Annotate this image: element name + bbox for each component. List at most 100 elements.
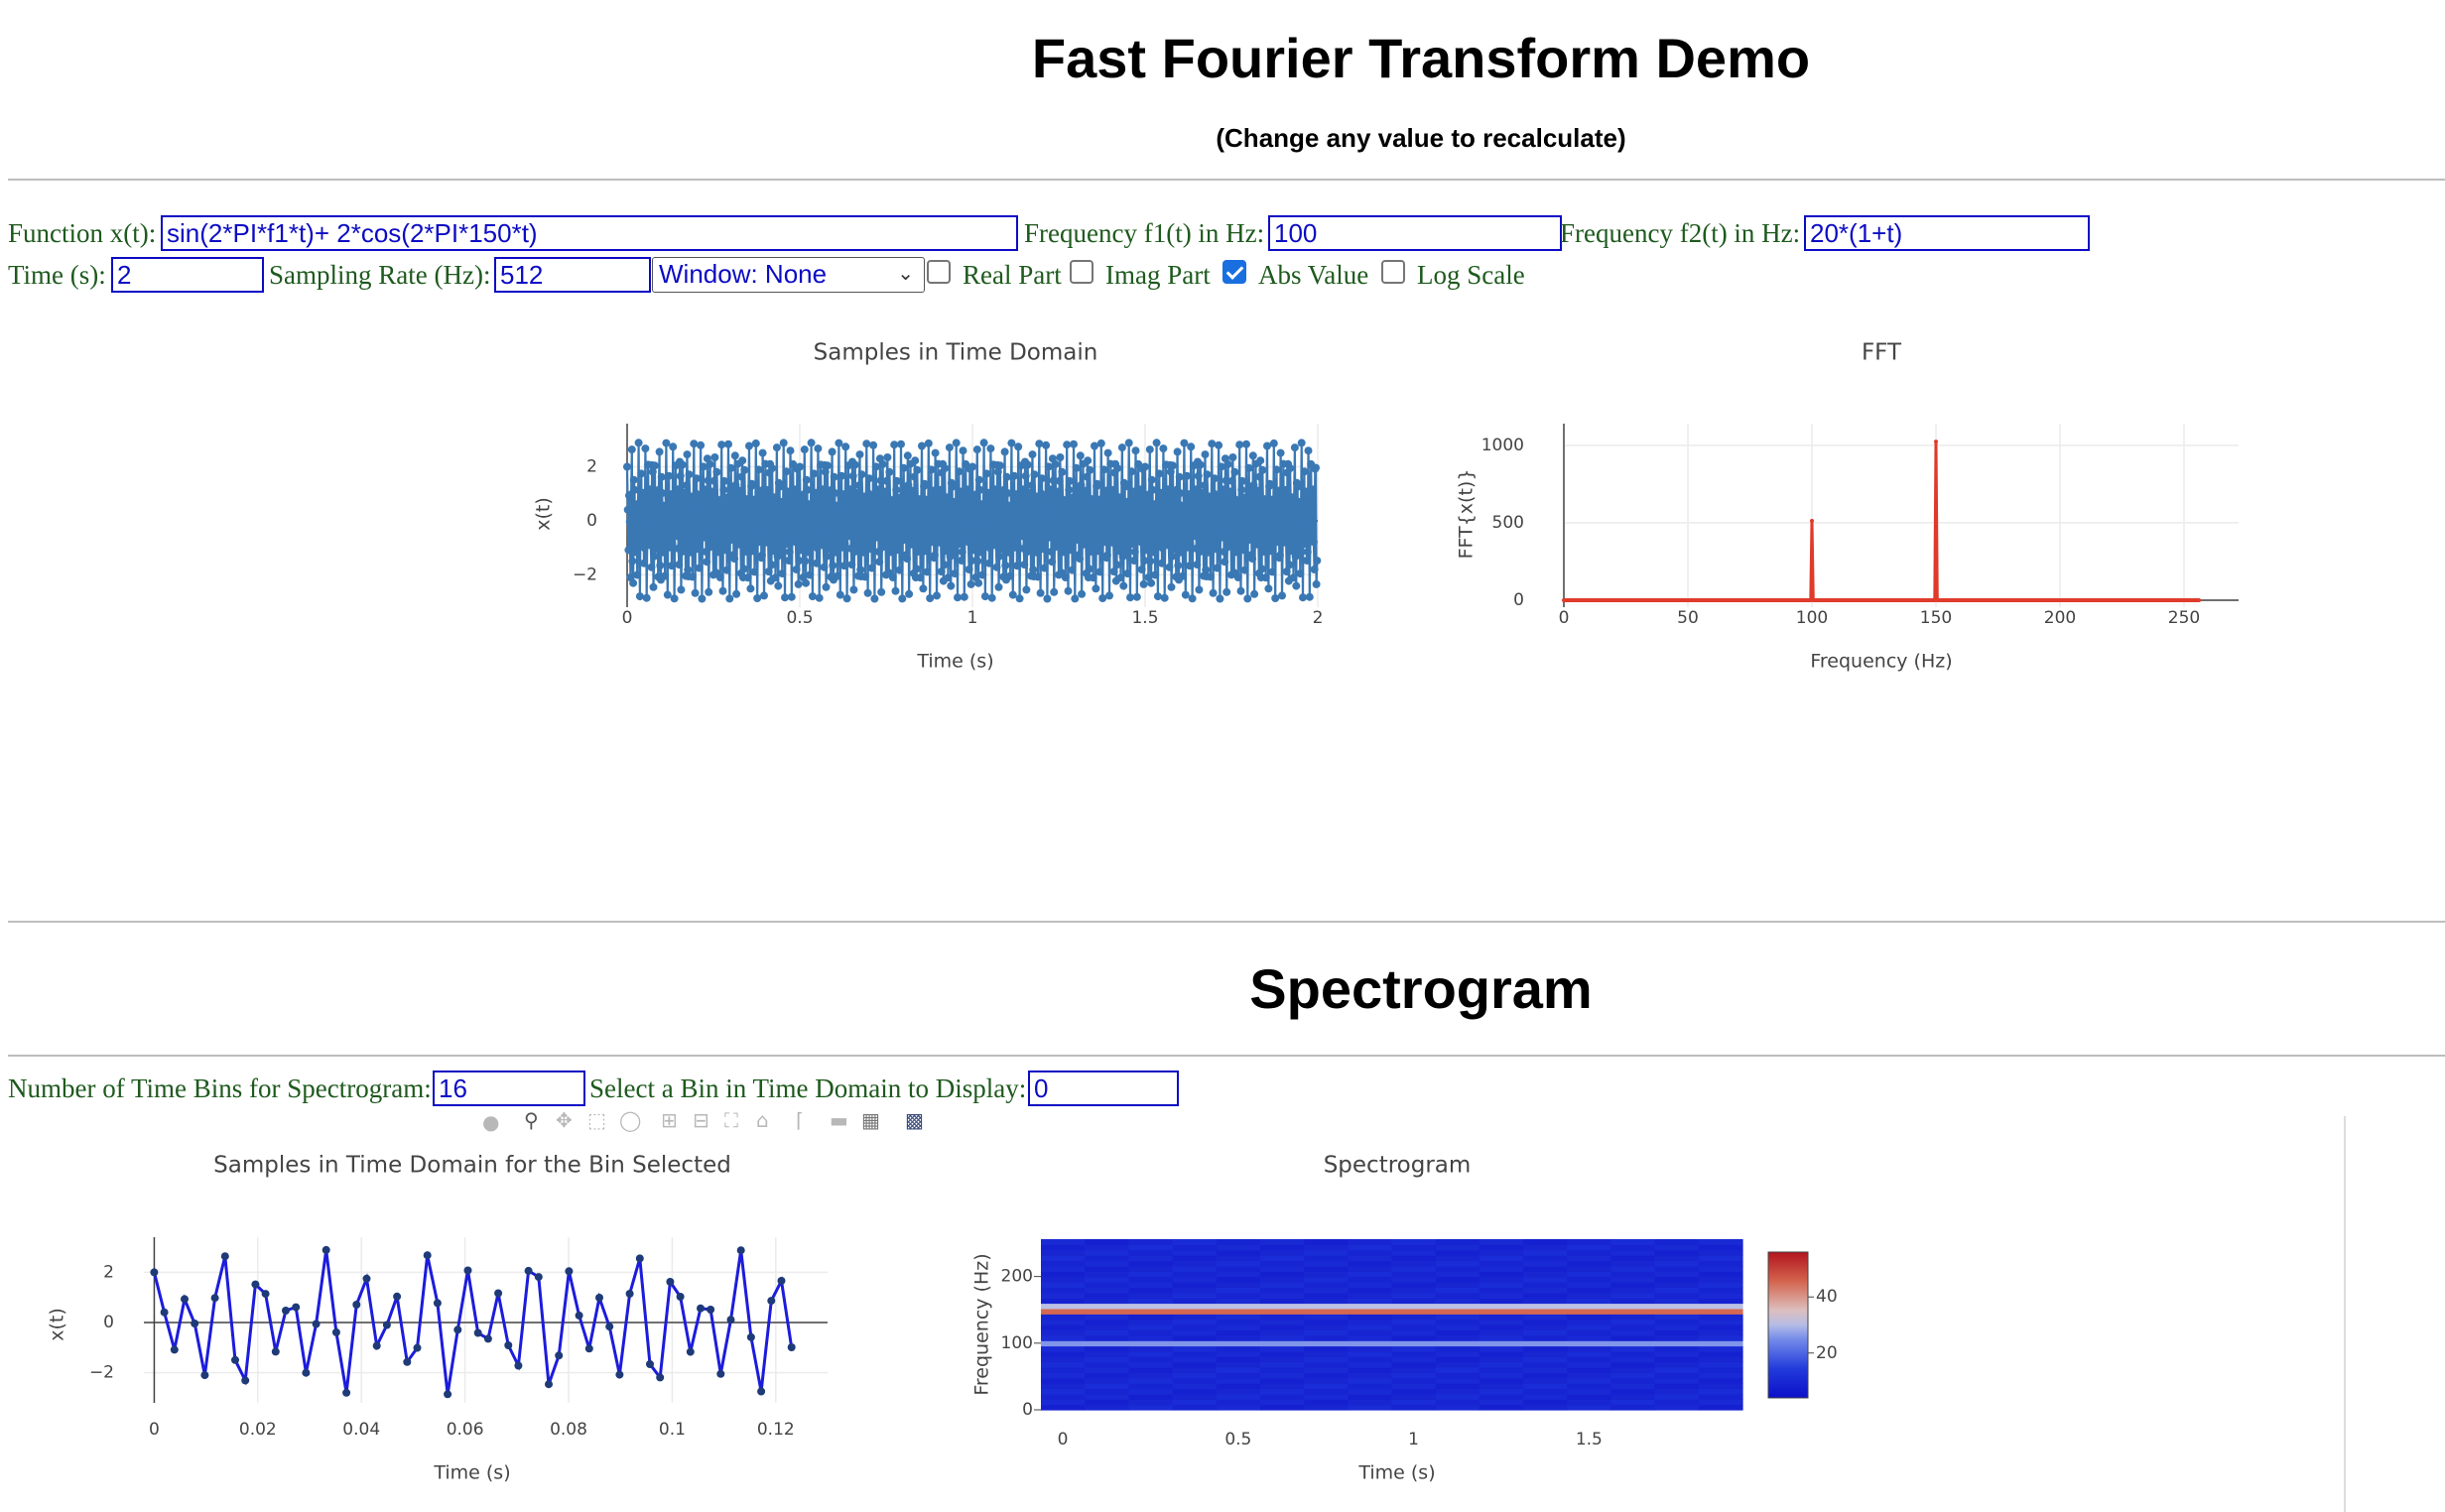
spectrogram-cell <box>1128 1356 1174 1363</box>
spectrogram-chart-x-axis-label: Time (s) <box>1357 1462 1435 1484</box>
zoom-icon[interactable]: ⚲ <box>524 1108 539 1132</box>
spectrogram-cell <box>1435 1319 1480 1325</box>
time-chart-point <box>1098 594 1107 602</box>
home-icon[interactable]: ⌂ <box>756 1108 769 1132</box>
time-chart-point <box>815 593 824 602</box>
spectrogram-cell <box>1172 1367 1218 1373</box>
time-chart-point <box>1250 589 1259 598</box>
select-bin-input[interactable]: 0 <box>1028 1071 1179 1106</box>
spectrogram-cell <box>1567 1350 1612 1357</box>
plotly-logo-icon[interactable]: ▩ <box>905 1108 924 1132</box>
pan-icon[interactable]: ✥ <box>556 1108 573 1132</box>
spectrogram-cell <box>1567 1324 1612 1330</box>
spectrogram-cell <box>1391 1287 1437 1294</box>
time-chart-point <box>746 584 755 593</box>
time-chart-point <box>726 463 735 472</box>
zoom-out-icon[interactable]: ⊟ <box>693 1108 709 1132</box>
time-chart-point <box>1049 476 1058 485</box>
time-chart-point <box>891 586 900 595</box>
spectrogram-cell <box>1654 1377 1700 1384</box>
zoom-in-icon[interactable]: ⊞ <box>661 1108 678 1132</box>
time-chart-point <box>918 441 926 450</box>
time-chart-point <box>828 447 836 456</box>
hover-closest-icon[interactable]: ▬ <box>830 1108 848 1132</box>
time-chart-point <box>1121 548 1130 556</box>
time-chart-point <box>768 464 777 472</box>
time-chart-point <box>699 462 708 471</box>
time-chart-point <box>834 571 842 580</box>
f1-input[interactable]: 100 <box>1268 215 1562 251</box>
bin-chart-point <box>565 1267 574 1276</box>
spectrogram-cell <box>1128 1388 1174 1395</box>
time-chart-point <box>1149 548 1158 557</box>
spectrogram-cell <box>1698 1255 1743 1262</box>
time-chart-point <box>858 492 867 501</box>
spectrogram-cell <box>1654 1350 1700 1357</box>
time-chart-point <box>699 515 708 524</box>
spectrogram-cell <box>1085 1350 1129 1357</box>
box-select-icon[interactable]: ⬚ <box>587 1108 606 1132</box>
hover-compare-icon[interactable]: ▦ <box>861 1108 880 1132</box>
time-chart-point <box>1105 591 1113 600</box>
real-part-checkbox[interactable] <box>927 260 951 284</box>
time-chart-point <box>1203 470 1212 479</box>
spectrogram-cell <box>1523 1383 1568 1390</box>
spectrogram-cell <box>1128 1292 1174 1299</box>
spectrogram-cell <box>1041 1244 1086 1251</box>
function-input[interactable]: sin(2*PI*f1*t)+ 2*cos(2*PI*150*t) <box>161 215 1018 251</box>
log-scale-checkbox[interactable] <box>1381 260 1405 284</box>
time-input[interactable]: 2 <box>111 257 264 293</box>
time-chart-point <box>990 534 999 543</box>
spectrogram-cell <box>1654 1383 1700 1390</box>
time-chart-point <box>1189 520 1198 528</box>
time-chart-point <box>1094 495 1103 504</box>
lasso-icon[interactable]: ◯ <box>619 1108 642 1132</box>
spectrogram-cell <box>1698 1345 1743 1352</box>
spike-lines-icon[interactable]: ⌈ <box>796 1108 804 1132</box>
time-chart-point <box>1181 532 1190 541</box>
time-chart-point <box>1000 447 1009 456</box>
time-chart-point <box>885 467 894 476</box>
spectrogram-cell <box>1085 1340 1129 1347</box>
spectrogram-cell <box>1391 1276 1437 1283</box>
spectrogram-cell <box>1435 1367 1480 1373</box>
time-bins-input[interactable]: 16 <box>433 1071 585 1106</box>
time-chart-point <box>1120 482 1129 491</box>
spectrogram-cell <box>1304 1287 1349 1294</box>
spectrogram-cell <box>1435 1287 1480 1294</box>
autoscale-icon[interactable]: ⛶ <box>724 1108 738 1132</box>
window-select[interactable]: Window: None ⌄ <box>652 257 925 293</box>
spectrogram-cell <box>1172 1393 1218 1400</box>
spectrogram-cell <box>1348 1260 1393 1267</box>
spectrogram-cell <box>1391 1361 1437 1368</box>
time-chart-point <box>1065 476 1074 485</box>
abs-value-checkbox[interactable] <box>1222 260 1246 284</box>
spectrogram-cell <box>1259 1356 1305 1363</box>
camera-icon[interactable]: ● <box>482 1110 500 1134</box>
sampling-rate-input[interactable]: 512 <box>494 257 651 293</box>
spectrogram-cell <box>1041 1334 1086 1341</box>
spectrogram-cell <box>1698 1260 1743 1267</box>
time-chart-point <box>1225 542 1233 551</box>
time-chart-point <box>680 543 689 552</box>
fft-chart-x-axis-label: Frequency (Hz) <box>1810 651 1952 673</box>
time-chart-point <box>1158 559 1166 567</box>
spectrogram-cell <box>1259 1282 1305 1288</box>
time-chart-point <box>782 467 791 476</box>
imag-part-checkbox[interactable] <box>1070 260 1094 284</box>
f2-input[interactable]: 20*(1+t) <box>1804 215 2090 251</box>
spectrogram-cell <box>1216 1244 1261 1251</box>
divider-top <box>8 179 2445 181</box>
time-chart-point <box>916 573 925 582</box>
spectrogram-cell <box>1610 1239 1656 1245</box>
time-chart-point <box>1098 506 1107 515</box>
time-chart-point <box>776 548 785 556</box>
bin-chart-point <box>453 1325 462 1334</box>
time-chart-point <box>941 464 950 472</box>
time-chart-point <box>1109 534 1118 543</box>
bin-chart-point <box>181 1295 189 1304</box>
time-chart-point <box>1211 545 1220 554</box>
time-chart-point <box>641 444 650 453</box>
spectrogram-cell <box>1304 1298 1349 1305</box>
